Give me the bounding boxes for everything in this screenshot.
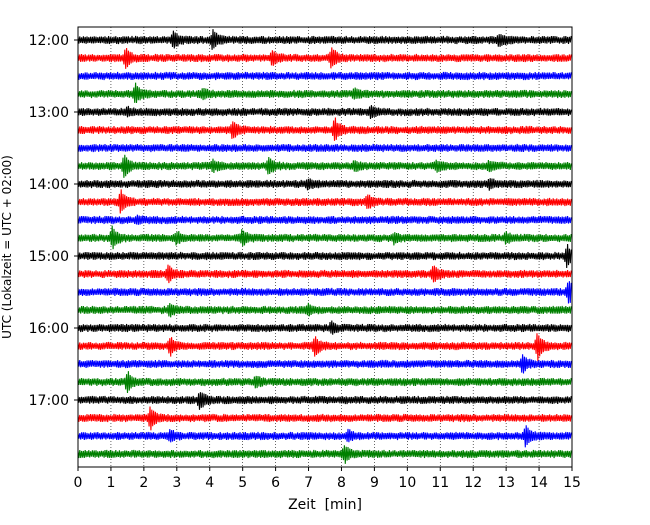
y-tick-label-12:00: 12:00	[29, 33, 69, 49]
trace-1400	[77, 178, 572, 191]
x-tick-label-3: 3	[172, 475, 181, 491]
y-tick-label-15:00: 15:00	[29, 249, 69, 265]
trace-1345	[77, 154, 572, 178]
x-tick-label-6: 6	[271, 475, 280, 491]
trace-1300	[77, 105, 572, 120]
trace-1615	[77, 333, 572, 362]
x-tick-label-2: 2	[139, 475, 148, 491]
trace-1500	[77, 243, 572, 269]
trace-1215	[77, 47, 572, 69]
x-tick-label-10: 10	[398, 475, 416, 491]
x-tick-label-0: 0	[74, 475, 83, 491]
x-tick-label-1: 1	[106, 475, 115, 491]
x-tick-label-7: 7	[304, 475, 313, 491]
trace-1545	[77, 302, 572, 318]
x-tick-label-14: 14	[530, 475, 548, 491]
trace-1415	[77, 189, 572, 214]
x-tick-label-4: 4	[205, 475, 214, 491]
trace-1530	[77, 281, 572, 304]
x-tick-label-12: 12	[464, 475, 482, 491]
x-tick-label-8: 8	[337, 475, 346, 491]
trace-1245	[77, 82, 572, 104]
x-axis-label: Zeit [min]	[288, 497, 362, 513]
trace-1715	[77, 406, 572, 431]
trace-1445	[77, 225, 572, 250]
x-axis: 0 1 2 3 4 5 6 7 8 9 10 11 12 13 14 15	[74, 467, 581, 491]
x-tick-label-9: 9	[370, 475, 379, 491]
x-tick-label-13: 13	[497, 475, 515, 491]
trace-1330	[77, 143, 572, 153]
grid-lines	[110, 27, 540, 467]
trace-1730	[77, 425, 572, 448]
trace-1745	[77, 445, 572, 464]
x-tick-label-15: 15	[563, 475, 581, 491]
trace-1630	[77, 354, 572, 374]
y-tick-label-17:00: 17:00	[29, 393, 69, 409]
plot-frame	[77, 26, 573, 468]
x-tick-label-5: 5	[238, 475, 247, 491]
trace-1430	[77, 214, 572, 225]
y-tick-label-14:00: 14:00	[29, 177, 69, 193]
y-axis: 12:00 13:00 14:00 15:00 16:00 17:00	[29, 33, 78, 409]
y-tick-label-13:00: 13:00	[29, 105, 69, 121]
trace-1230	[77, 71, 572, 81]
trace-1515	[77, 264, 572, 284]
trace-1645	[77, 371, 572, 394]
trace-1315	[77, 117, 572, 141]
x-tick-label-11: 11	[431, 475, 449, 491]
trace-1600	[77, 320, 572, 335]
y-axis-label: UTC (Lokalzeit = UTC + 02:00)	[0, 155, 14, 339]
trace-1700	[77, 392, 572, 410]
trace-1200	[77, 29, 572, 50]
trace-lines	[77, 29, 572, 464]
y-tick-label-16:00: 16:00	[29, 321, 69, 337]
